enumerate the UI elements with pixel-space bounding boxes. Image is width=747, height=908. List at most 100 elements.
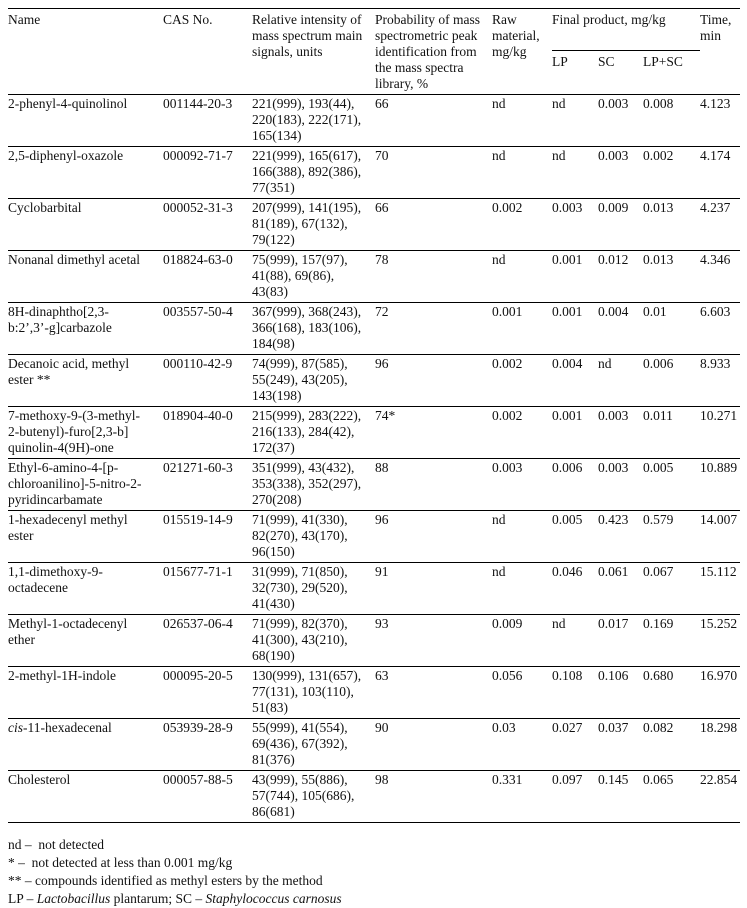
cell-lp-sc: 0.065 [643, 770, 701, 823]
cell-intensity: 367(999), 368(243), 366(168), 183(106), … [252, 302, 375, 355]
text: ** – compounds identified as methyl este… [8, 873, 323, 888]
cell-probability: 90 [375, 718, 492, 771]
cell-lp-sc: 0.01 [643, 302, 701, 355]
cell-lp: nd [552, 614, 598, 667]
cell-name: 1,1-dimethoxy-9- octadecene [8, 562, 163, 615]
table-body: 2-phenyl-4-quinolinol 001144-20-3 221(999)… [8, 95, 741, 823]
cell-sc: 0.145 [598, 770, 643, 823]
footnotes: nd – not detected * – not detected at les… [8, 836, 740, 908]
cell-lp: 0.027 [552, 718, 598, 771]
text: LP – [8, 891, 37, 906]
col-header-final-product: Final product, mg/kg [552, 8, 701, 51]
table-row: 2-phenyl-4-quinolinol 001144-20-3 221(999)… [8, 95, 740, 147]
cell-lp-sc: 0.005 [643, 458, 701, 511]
cell-time: 22.854 [700, 770, 741, 823]
cell-name: Nonanal dimethyl acetal [8, 250, 163, 303]
cell-name: 8H-dinaphtho[2,3- b:2’,3’-g]carbazole [8, 302, 163, 355]
cell-intensity: 130(999), 131(657), 77(131), 103(110), 5… [252, 666, 375, 719]
cell-lp: nd [552, 146, 598, 199]
cell-sc: 0.061 [598, 562, 643, 615]
cell-intensity: 215(999), 283(222), 216(133), 284(42), 1… [252, 406, 375, 459]
cell-probability: 72 [375, 302, 492, 355]
cell-lp-sc: 0.680 [643, 666, 701, 719]
col-header-cas: CAS No. [163, 12, 213, 27]
cell-intensity: 71(999), 82(370), 41(300), 43(210), 68(1… [252, 614, 375, 667]
cell-lp: 0.006 [552, 458, 598, 511]
cell-name: Methyl-1-octadecenyl ether [8, 614, 163, 667]
cell-probability: 93 [375, 614, 492, 667]
cell-intensity: 71(999), 41(330), 82(270), 43(170), 96(1… [252, 510, 375, 563]
cell-probability: 88 [375, 458, 492, 511]
text: nd – not detected [8, 837, 104, 852]
cell-raw-material: nd [492, 146, 552, 199]
cell-name: Decanoic acid, methyl ester ** [8, 354, 163, 407]
cell-lp: 0.001 [552, 250, 598, 303]
footnote: ** – compounds identified as methyl este… [8, 872, 740, 890]
cell-time: 4.123 [700, 96, 731, 111]
cell-sc: 0.037 [598, 718, 643, 771]
cell-probability: 66 [375, 198, 492, 251]
table-row: Ethyl-6-amino-4-[p- chloroanilino]-5-nit… [8, 458, 741, 511]
cell-sc: 0.423 [598, 510, 643, 563]
cell-cas: 000057-88-5 [163, 770, 252, 823]
cell-raw-material: nd [492, 510, 552, 563]
cell-raw-material: 0.056 [492, 666, 552, 719]
text: -11-hexadecenal [23, 720, 112, 735]
cell-lp: 0.097 [552, 770, 598, 823]
cell-intensity: 43(999), 55(886), 57(744), 105(686), 86(… [252, 770, 375, 823]
cell-time: 18.298 [700, 718, 741, 771]
text: plantarum; SC – [110, 891, 206, 906]
table-row: 2,5-diphenyl-oxazole 000092-71-7 221(999),… [8, 146, 741, 199]
cell-sc: 0.012 [598, 250, 643, 303]
cell-raw-material: 0.009 [492, 614, 552, 667]
cell-lp: 0.108 [552, 666, 598, 719]
cell-intensity: 221(999), 165(617), 166(388), 892(386), … [252, 146, 375, 199]
cell-probability: 91 [375, 562, 492, 615]
cell-name: Cholesterol [8, 770, 163, 823]
table-row: cis-11-hexadecenal 053939-28-9 55(999), 41… [8, 718, 741, 771]
table-row: 1,1-dimethoxy-9- octadecene 015677-71-1 31… [8, 562, 741, 615]
footnote: * – not detected at less than 0.001 mg/k… [8, 854, 740, 872]
cell-intensity: 55(999), 41(554), 69(436), 67(392), 81(3… [252, 718, 375, 771]
cell-raw-material: 0.331 [492, 770, 552, 823]
col-header-name: Name [8, 12, 41, 27]
italic-text: Staphylococcus carnosus [205, 891, 342, 906]
cell-cas: 001144-20-3 [163, 96, 233, 111]
cell-time: 4.237 [700, 198, 741, 251]
italic-text: Lactobacillus [36, 891, 111, 906]
table-row: Nonanal dimethyl acetal 018824-63-0 75(999… [8, 250, 741, 303]
cell-lp: 0.001 [552, 406, 598, 459]
cell-cas: 003557-50-4 [163, 302, 252, 355]
compounds-table: Name CAS No. Relative intensity of mass … [8, 8, 741, 823]
cell-raw-material: 0.002 [492, 354, 552, 407]
cell-name: Ethyl-6-amino-4-[p- chloroanilino]-5-nit… [8, 458, 163, 511]
cell-name: 7-methoxy-9-(3-methyl- 2-butenyl)-furo[2… [8, 406, 163, 459]
cell-sc: 0.017 [598, 614, 643, 667]
cell-lp-sc: 0.008 [643, 96, 674, 111]
cell-sc: 0.003 [598, 96, 629, 111]
table-row: 2-methyl-1H-indole 000095-20-5 130(999), 1… [8, 666, 741, 719]
cell-sc: 0.009 [598, 198, 643, 251]
cell-probability: 78 [375, 250, 492, 303]
italic-text: cis [8, 720, 23, 735]
header-row-1: Name CAS No. Relative intensity of mass … [8, 8, 740, 91]
table-row: 1-hexadecenyl methyl ester 015519-14-9 71(… [8, 510, 741, 563]
cell-lp-sc: 0.169 [643, 614, 701, 667]
cell-lp: 0.046 [552, 562, 598, 615]
col-header-lp: LP [552, 54, 568, 69]
cell-name: Cyclobarbital [8, 198, 163, 251]
cell-time: 16.970 [700, 666, 741, 719]
cell-raw-material: 0.003 [492, 458, 552, 511]
cell-lp: 0.004 [552, 354, 598, 407]
cell-probability: 70 [375, 146, 492, 199]
cell-time: 4.174 [700, 146, 741, 199]
cell-probability: 66 [375, 96, 389, 111]
cell-probability: 96 [375, 354, 492, 407]
cell-intensity: 351(999), 43(432), 353(338), 352(297), 2… [252, 458, 375, 511]
cell-lp-sc: 0.011 [643, 406, 701, 459]
cell-time: 10.271 [700, 406, 741, 459]
table-row: Cholesterol 000057-88-5 43(999), 55(886), … [8, 770, 741, 823]
cell-cas: 000095-20-5 [163, 666, 252, 719]
cell-cas: 000052-31-3 [163, 198, 252, 251]
cell-intensity: 75(999), 157(97), 41(88), 69(86), 43(83) [252, 250, 375, 303]
